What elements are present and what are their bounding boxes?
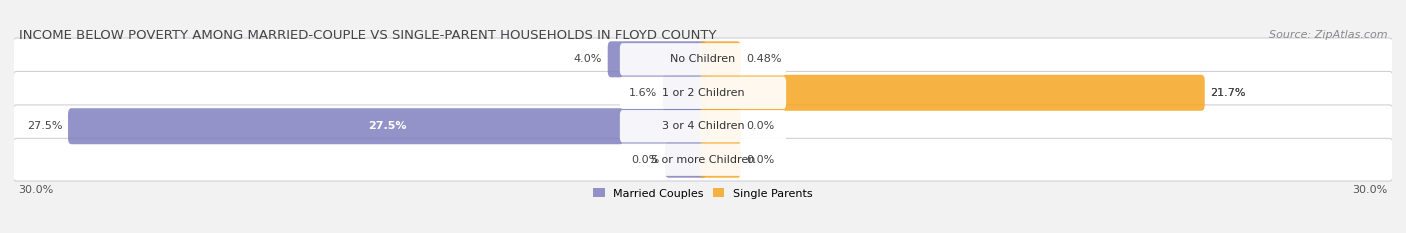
- FancyBboxPatch shape: [607, 41, 706, 77]
- Text: INCOME BELOW POVERTY AMONG MARRIED-COUPLE VS SINGLE-PARENT HOUSEHOLDS IN FLOYD C: INCOME BELOW POVERTY AMONG MARRIED-COUPL…: [18, 29, 716, 41]
- FancyBboxPatch shape: [700, 41, 741, 77]
- FancyBboxPatch shape: [13, 105, 1393, 147]
- Text: 5 or more Children: 5 or more Children: [651, 155, 755, 165]
- FancyBboxPatch shape: [620, 77, 786, 109]
- Text: 1 or 2 Children: 1 or 2 Children: [662, 88, 744, 98]
- Text: 3 or 4 Children: 3 or 4 Children: [662, 121, 744, 131]
- Text: 30.0%: 30.0%: [18, 185, 53, 195]
- FancyBboxPatch shape: [620, 43, 786, 75]
- FancyBboxPatch shape: [700, 108, 741, 144]
- Text: 21.7%: 21.7%: [1211, 88, 1246, 98]
- Text: 0.0%: 0.0%: [631, 155, 659, 165]
- FancyBboxPatch shape: [662, 75, 706, 111]
- Text: 0.48%: 0.48%: [747, 54, 782, 64]
- FancyBboxPatch shape: [665, 142, 706, 178]
- FancyBboxPatch shape: [620, 110, 786, 142]
- FancyBboxPatch shape: [13, 72, 1393, 114]
- Legend: Married Couples, Single Parents: Married Couples, Single Parents: [593, 188, 813, 199]
- Text: 21.7%: 21.7%: [1211, 88, 1246, 98]
- Text: 4.0%: 4.0%: [574, 54, 602, 64]
- Text: No Children: No Children: [671, 54, 735, 64]
- FancyBboxPatch shape: [700, 75, 1205, 111]
- Text: 30.0%: 30.0%: [1353, 185, 1388, 195]
- Text: 27.5%: 27.5%: [27, 121, 62, 131]
- FancyBboxPatch shape: [700, 142, 741, 178]
- Text: Source: ZipAtlas.com: Source: ZipAtlas.com: [1268, 30, 1388, 40]
- Text: 27.5%: 27.5%: [368, 121, 406, 131]
- FancyBboxPatch shape: [13, 138, 1393, 181]
- Text: 0.0%: 0.0%: [747, 121, 775, 131]
- FancyBboxPatch shape: [620, 144, 786, 176]
- FancyBboxPatch shape: [13, 38, 1393, 81]
- Text: 1.6%: 1.6%: [628, 88, 657, 98]
- Text: 0.0%: 0.0%: [747, 155, 775, 165]
- FancyBboxPatch shape: [67, 108, 706, 144]
